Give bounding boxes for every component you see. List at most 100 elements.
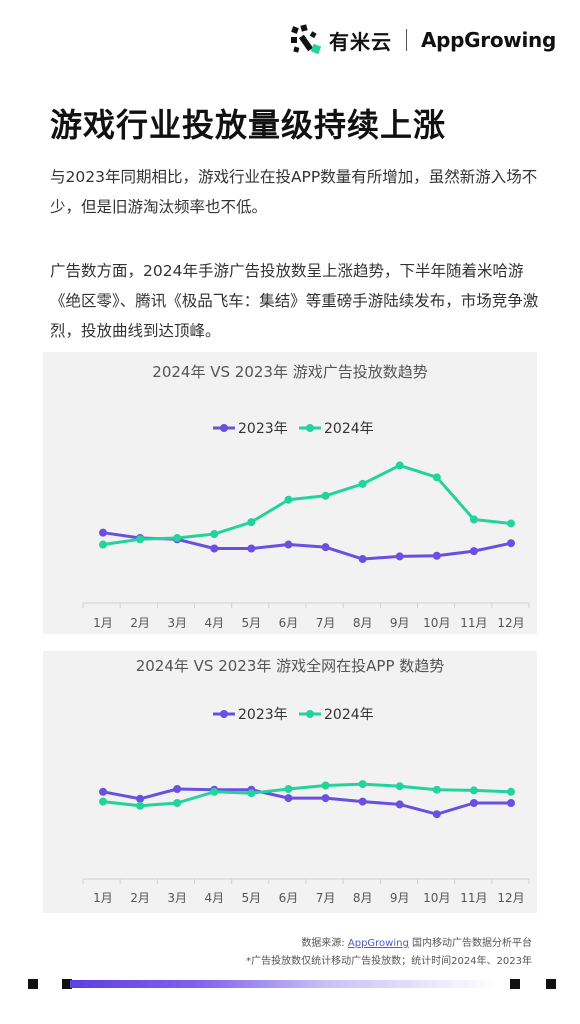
x-tick-label: 4月 bbox=[204, 891, 224, 905]
x-tick-label: 12月 bbox=[497, 616, 524, 630]
data-point[interactable] bbox=[469, 547, 478, 556]
chart-title: 2024年 VS 2023年 游戏全网在投APP 数趋势 bbox=[136, 657, 445, 675]
data-point[interactable] bbox=[173, 785, 182, 793]
x-tick-label: 1月 bbox=[93, 616, 113, 630]
data-point[interactable] bbox=[395, 461, 404, 470]
chart-title: 2024年 VS 2023年 游戏广告投放数趋势 bbox=[152, 363, 427, 381]
data-point[interactable] bbox=[136, 535, 145, 544]
legend-label[interactable]: 2023年 bbox=[238, 707, 288, 723]
data-point[interactable] bbox=[247, 544, 256, 553]
stat-note: *广告投放数仅统计移动广告投放数；统计时间2024年、2023年 bbox=[246, 956, 532, 967]
data-point[interactable] bbox=[284, 495, 293, 504]
data-point[interactable] bbox=[284, 785, 293, 793]
brand-name-en: AppGrowing bbox=[420, 28, 556, 52]
data-point[interactable] bbox=[99, 528, 107, 537]
data-point[interactable] bbox=[136, 801, 145, 810]
legend-marker bbox=[220, 424, 228, 432]
x-tick-label: 8月 bbox=[353, 891, 373, 905]
data-point[interactable] bbox=[321, 491, 330, 500]
x-tick-label: 2月 bbox=[130, 616, 150, 630]
app-trend-chart-svg: 2024年 VS 2023年 游戏全网在投APP 数趋势 2023年 2024年 1月… bbox=[82, 657, 530, 905]
source-link[interactable]: AppGrowing bbox=[347, 938, 409, 949]
data-point[interactable] bbox=[358, 797, 367, 806]
data-point[interactable] bbox=[358, 555, 367, 564]
data-point[interactable] bbox=[358, 479, 367, 488]
data-point[interactable] bbox=[210, 530, 219, 538]
decor-square bbox=[546, 979, 556, 989]
series-line bbox=[102, 463, 512, 547]
x-tick-label: 12月 bbox=[497, 891, 524, 905]
x-tick-label: 10月 bbox=[423, 891, 450, 905]
x-tick-label: 7月 bbox=[316, 616, 336, 630]
legend-label[interactable]: 2023年 bbox=[238, 421, 288, 437]
data-point[interactable] bbox=[432, 551, 441, 560]
x-tick-label: 6月 bbox=[279, 616, 299, 630]
data-point[interactable] bbox=[173, 533, 182, 542]
youmi-logo-icon bbox=[290, 24, 322, 55]
legend-marker bbox=[220, 710, 228, 718]
header: 有米云 AppGrowing bbox=[289, 22, 556, 58]
data-point[interactable] bbox=[210, 544, 219, 553]
page-title: 游戏行业投放量级持续上涨 bbox=[50, 106, 447, 144]
data-point[interactable] bbox=[507, 799, 515, 807]
series-line bbox=[102, 787, 511, 816]
intro-paragraph: 与2023年同期相比，游戏行业在投APP数量有所增加，虽然新游入场不少，但是旧游… bbox=[50, 168, 538, 216]
data-point[interactable] bbox=[358, 780, 367, 789]
decor-square bbox=[28, 979, 38, 989]
x-tick-label: 2月 bbox=[130, 891, 150, 905]
data-point[interactable] bbox=[507, 539, 515, 548]
bottom-decor-bar bbox=[28, 978, 558, 990]
x-tick-label: 6月 bbox=[279, 891, 299, 905]
decor-square bbox=[510, 979, 520, 989]
x-tick-label: 11月 bbox=[460, 616, 487, 630]
legend-marker bbox=[306, 710, 314, 718]
data-point[interactable] bbox=[395, 800, 404, 809]
data-point[interactable] bbox=[469, 786, 478, 795]
data-point[interactable] bbox=[395, 782, 404, 791]
data-point[interactable] bbox=[321, 543, 330, 552]
data-point[interactable] bbox=[469, 515, 478, 524]
series-line bbox=[102, 531, 512, 561]
data-point[interactable] bbox=[210, 787, 219, 796]
x-tick-label: 8月 bbox=[353, 616, 373, 630]
decor-square bbox=[62, 979, 72, 989]
data-point[interactable] bbox=[507, 787, 515, 796]
x-tick-label: 3月 bbox=[167, 616, 187, 630]
data-point[interactable] bbox=[321, 794, 330, 803]
ad-trend-chart: 2024年 VS 2023年 游戏广告投放数趋势 2023年 2024年 1月 2月 3月… bbox=[43, 352, 537, 634]
brand-divider bbox=[405, 29, 407, 51]
data-point[interactable] bbox=[469, 799, 478, 807]
data-point[interactable] bbox=[395, 552, 404, 561]
app-trend-chart: 2024年 VS 2023年 游戏全网在投APP 数趋势 2023年 2024年 1月… bbox=[43, 651, 537, 913]
decor-gradient bbox=[70, 980, 496, 988]
x-tick-label: 9月 bbox=[390, 616, 410, 630]
data-point[interactable] bbox=[99, 787, 107, 796]
source-line: 数据来源: AppGrowing 国内移动广告数据分析平台 bbox=[301, 938, 532, 949]
x-tick-label: 4月 bbox=[204, 616, 224, 630]
x-tick-label: 5月 bbox=[242, 616, 262, 630]
data-point[interactable] bbox=[432, 473, 441, 482]
data-point[interactable] bbox=[284, 794, 293, 803]
ad-count-paragraph: 广告数方面，2024年手游广告投放数呈上涨趋势，下半年随着米哈游《绝区零》、腾讯… bbox=[50, 262, 539, 340]
data-point[interactable] bbox=[99, 797, 107, 806]
legend-label[interactable]: 2024年 bbox=[324, 421, 374, 437]
legend-label[interactable]: 2024年 bbox=[324, 707, 374, 723]
legend-marker bbox=[306, 424, 314, 432]
data-point[interactable] bbox=[321, 781, 330, 790]
data-point[interactable] bbox=[284, 540, 293, 549]
data-point[interactable] bbox=[432, 810, 441, 819]
data-point[interactable] bbox=[247, 518, 256, 527]
x-tick-label: 5月 bbox=[242, 891, 262, 905]
data-point[interactable] bbox=[173, 799, 182, 807]
data-point[interactable] bbox=[136, 794, 145, 803]
ad-trend-chart-svg: 2024年 VS 2023年 游戏广告投放数趋势 2023年 2024年 1月 2月 3月… bbox=[82, 363, 530, 630]
x-tick-label: 1月 bbox=[93, 891, 113, 905]
data-point[interactable] bbox=[507, 519, 515, 528]
x-tick-label: 9月 bbox=[390, 891, 410, 905]
x-tick-label: 3月 bbox=[167, 891, 187, 905]
data-point[interactable] bbox=[99, 540, 107, 549]
data-point[interactable] bbox=[247, 789, 256, 798]
data-point[interactable] bbox=[432, 785, 441, 794]
series-line bbox=[102, 782, 512, 808]
x-tick-label: 11月 bbox=[460, 891, 487, 905]
